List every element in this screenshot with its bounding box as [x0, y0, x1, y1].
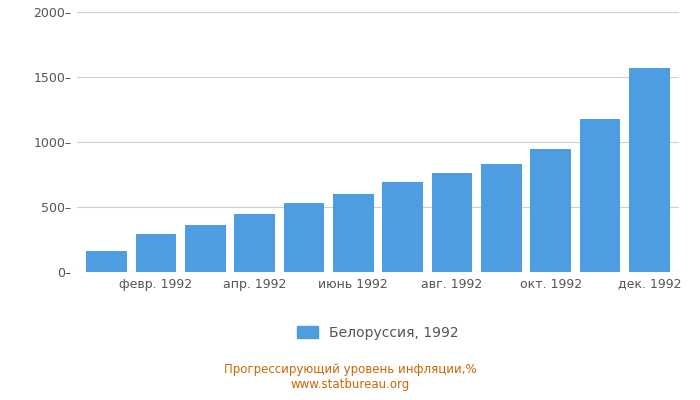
Bar [234, 214, 275, 272]
Bar [382, 182, 423, 272]
Bar [481, 164, 522, 272]
Bar [86, 251, 127, 272]
Legend: Белоруссия, 1992: Белоруссия, 1992 [298, 326, 458, 340]
Bar [629, 68, 670, 272]
Text: www.statbureau.org: www.statbureau.org [290, 378, 410, 391]
Text: Прогрессирующий уровень инфляции,%: Прогрессирующий уровень инфляции,% [224, 364, 476, 376]
Bar [432, 173, 472, 272]
Bar [185, 225, 225, 272]
Bar [580, 119, 620, 272]
Bar [136, 234, 176, 272]
Bar [284, 203, 324, 272]
Bar [333, 194, 374, 272]
Bar [531, 148, 571, 272]
